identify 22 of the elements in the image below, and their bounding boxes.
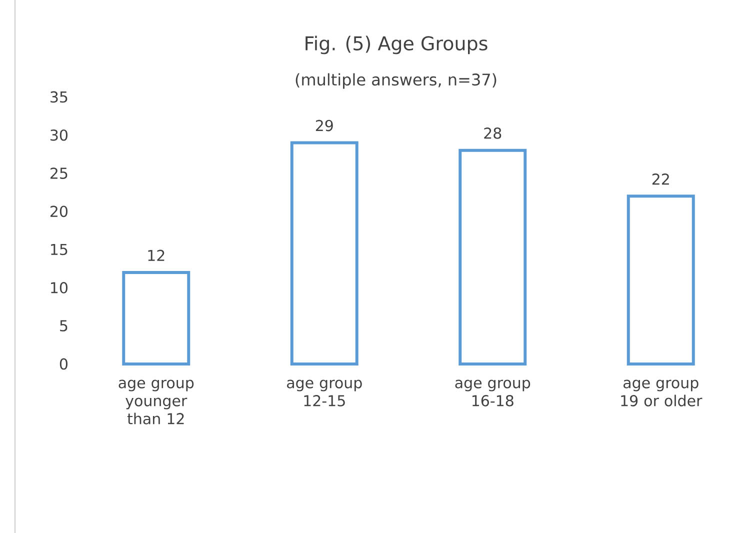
chart-subtitle: (multiple answers, n=37) — [296, 73, 496, 89]
y-tick-label: 25 — [50, 168, 68, 179]
chart-title: Fig. (5) Age Groups — [306, 36, 488, 54]
bar — [122, 270, 190, 366]
x-tick-label: age group 12-15 — [287, 380, 362, 406]
y-tick-label: 20 — [50, 206, 68, 218]
bar — [626, 194, 695, 366]
y-tick-label: 15 — [51, 244, 68, 256]
bar — [290, 141, 358, 366]
bar — [458, 148, 527, 366]
y-tick-label: 30 — [50, 129, 68, 141]
data-label: 28 — [484, 128, 502, 139]
x-tick-label: age group younger than 12 — [118, 380, 194, 424]
data-label: 22 — [652, 173, 669, 185]
data-label: 12 — [148, 250, 164, 261]
data-label: 29 — [316, 120, 333, 132]
y-tick-label: 0 — [60, 358, 68, 370]
y-tick-label: 35 — [50, 91, 68, 103]
y-tick-label: 10 — [51, 282, 68, 294]
x-tick-label: age group 19 or older — [621, 380, 702, 406]
y-tick-label: 5 — [60, 320, 68, 332]
x-tick-label: age group 16-18 — [455, 380, 530, 406]
